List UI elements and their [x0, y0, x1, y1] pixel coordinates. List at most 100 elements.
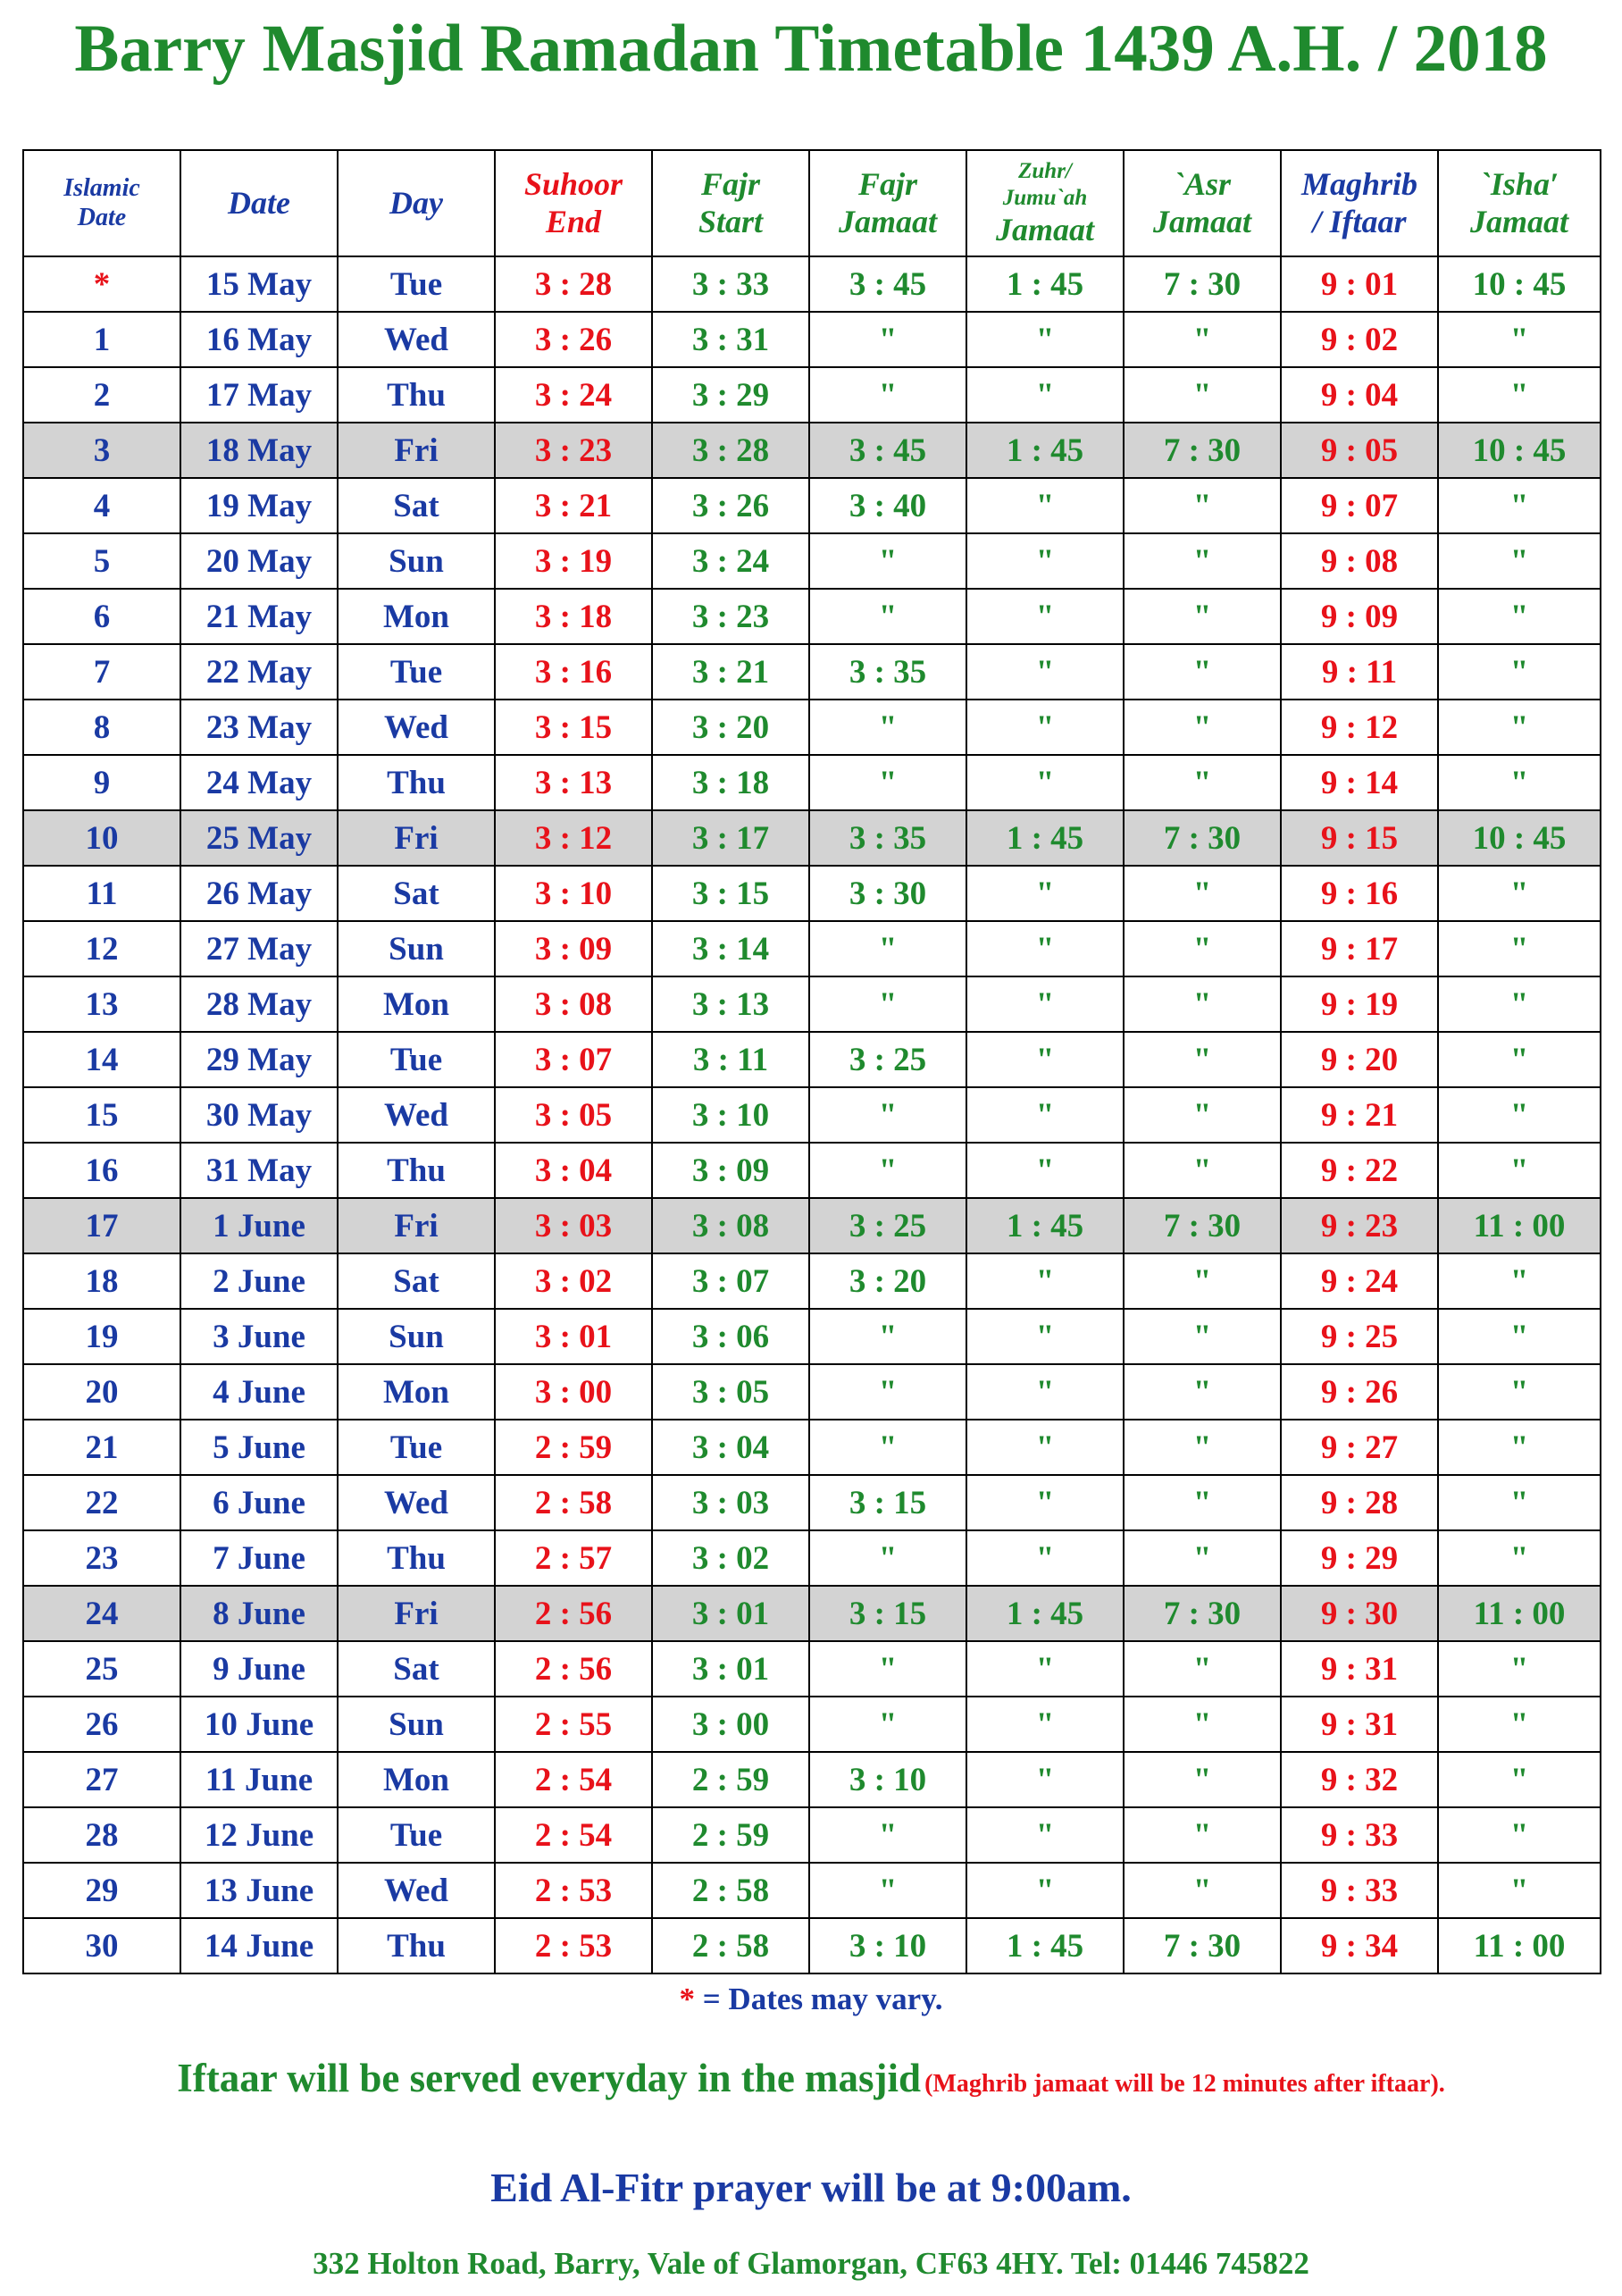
table-cell: 17 May — [180, 366, 339, 423]
table-cell: 9 : 15 — [1280, 809, 1439, 867]
table-cell: 28 — [22, 1806, 181, 1864]
table-row: 5 20 May Sun 3 : 19 3 : 24 " " " 9 : 08 " — [22, 532, 1601, 590]
table-cell: Mon — [337, 976, 496, 1033]
table-cell: 27 — [22, 1751, 181, 1808]
table-cell: " — [1437, 532, 1601, 590]
table-cell: 3 : 06 — [651, 1308, 810, 1365]
table-cell: 3 : 19 — [494, 532, 653, 590]
table-cell: 28 May — [180, 976, 339, 1033]
table-cell: " — [966, 311, 1125, 368]
table-row: 13 28 May Mon 3 : 08 3 : 13 " " " 9 : 19 " — [22, 976, 1601, 1033]
table-row: 21 5 June Tue 2 : 59 3 : 04 " " " 9 : 27 " — [22, 1419, 1601, 1476]
table-cell: " — [808, 366, 967, 423]
table-cell: 3 : 01 — [651, 1640, 810, 1697]
table-cell: Sun — [337, 1696, 496, 1753]
table-cell: 7 : 30 — [1123, 256, 1282, 313]
table-cell: 3 : 45 — [808, 256, 967, 313]
table-cell: 3 : 00 — [494, 1363, 653, 1420]
table-cell: " — [966, 920, 1125, 977]
iftaar-main: Iftaar will be served everyday in the ma… — [177, 2056, 922, 2100]
table-cell: Sat — [337, 1253, 496, 1310]
iftaar-notice: Iftaar will be served everyday in the ma… — [0, 2055, 1622, 2101]
header-line: Date — [77, 203, 127, 231]
table-cell: 29 May — [180, 1031, 339, 1088]
header-line: Maghrib — [1300, 166, 1418, 203]
table-cell: 2 : 59 — [651, 1751, 810, 1808]
table-cell: 26 May — [180, 865, 339, 922]
table-cell: " — [808, 1086, 967, 1144]
table-row: 30 14 June Thu 2 : 53 2 : 58 3 : 10 1 : 45 7 : … — [22, 1917, 1601, 1974]
timetable: Islamic Date Date Day Suhoor End Fajr Start Fajr… — [22, 149, 1601, 1974]
table-cell: " — [808, 920, 967, 977]
table-cell: 9 : 20 — [1280, 1031, 1439, 1088]
table-cell: " — [1437, 588, 1601, 645]
header-line: Jamaat — [1152, 203, 1251, 239]
table-row: 9 24 May Thu 3 : 13 3 : 18 " " " 9 : 14 " — [22, 754, 1601, 811]
table-cell: " — [808, 1640, 967, 1697]
table-cell: " — [966, 1529, 1125, 1587]
table-cell: 18 — [22, 1253, 181, 1310]
table-cell: 19 — [22, 1308, 181, 1365]
table-cell: 9 : 25 — [1280, 1308, 1439, 1365]
table-cell: 3 : 20 — [808, 1253, 967, 1310]
table-cell: 2 : 56 — [494, 1640, 653, 1697]
table-cell: 9 : 21 — [1280, 1086, 1439, 1144]
table-cell: " — [1437, 1474, 1601, 1531]
table-cell: * — [22, 256, 181, 313]
table-cell: 3 : 35 — [808, 809, 967, 867]
table-cell: Tue — [337, 1806, 496, 1864]
table-cell: " — [966, 1308, 1125, 1365]
table-cell: Sun — [337, 920, 496, 977]
table-cell: 3 : 40 — [808, 477, 967, 534]
table-cell: Wed — [337, 1474, 496, 1531]
table-cell: 3 : 29 — [651, 366, 810, 423]
table-cell: 15 May — [180, 256, 339, 313]
table-cell: 3 : 02 — [494, 1253, 653, 1310]
table-cell: 9 : 33 — [1280, 1806, 1439, 1864]
table-cell: " — [1123, 1086, 1282, 1144]
table-cell: " — [808, 699, 967, 756]
timetable-body: * 15 May Tue 3 : 28 3 : 33 3 : 45 1 : 45 7 : 30… — [22, 256, 1601, 1974]
table-cell: 9 : 08 — [1280, 532, 1439, 590]
table-cell: 13 June — [180, 1862, 339, 1919]
table-cell: " — [966, 643, 1125, 700]
table-cell: 3 : 07 — [494, 1031, 653, 1088]
table-row: 2 17 May Thu 3 : 24 3 : 29 " " " 9 : 04 " — [22, 366, 1601, 423]
table-cell: " — [966, 477, 1125, 534]
table-cell: 3 : 09 — [651, 1142, 810, 1199]
table-row: 23 7 June Thu 2 : 57 3 : 02 " " " 9 : 29 " — [22, 1529, 1601, 1587]
table-cell: " — [808, 1696, 967, 1753]
table-cell: 27 May — [180, 920, 339, 977]
table-cell: " — [1123, 588, 1282, 645]
table-cell: 3 : 04 — [494, 1142, 653, 1199]
table-cell: 3 : 10 — [651, 1086, 810, 1144]
eid-notice: Eid Al-Fitr prayer will be at 9:00am. — [490, 2165, 1132, 2210]
table-cell: 14 — [22, 1031, 181, 1088]
note-star: * — [679, 1982, 695, 2016]
table-cell: 7 : 30 — [1123, 422, 1282, 479]
dates-note: * = Dates may vary. — [0, 1982, 1622, 2017]
table-cell: 3 : 16 — [494, 643, 653, 700]
table-cell: 2 June — [180, 1253, 339, 1310]
table-cell: " — [1123, 699, 1282, 756]
table-cell: 9 : 27 — [1280, 1419, 1439, 1476]
table-cell: 3 : 25 — [808, 1197, 967, 1254]
header-line: Fajr — [857, 166, 918, 203]
table-cell: " — [1437, 1862, 1601, 1919]
table-cell: 3 : 30 — [808, 865, 967, 922]
table-cell: 4 — [22, 477, 181, 534]
header-line: Fajr — [700, 166, 761, 203]
header-line: Jamaat — [995, 211, 1094, 247]
table-cell: Fri — [337, 1585, 496, 1642]
header-line: Suhoor — [523, 166, 623, 203]
table-cell: 11 : 00 — [1437, 1917, 1601, 1974]
table-cell: 9 : 34 — [1280, 1917, 1439, 1974]
table-cell: 3 : 15 — [494, 699, 653, 756]
table-cell: " — [1123, 865, 1282, 922]
table-cell: 12 June — [180, 1806, 339, 1864]
table-row: 17 1 June Fri 3 : 03 3 : 08 3 : 25 1 : 45 7 : 3… — [22, 1197, 1601, 1254]
table-cell: 3 : 04 — [651, 1419, 810, 1476]
table-row: 27 11 June Mon 2 : 54 2 : 59 3 : 10 " " 9 : 32 " — [22, 1751, 1601, 1808]
table-cell: 3 : 02 — [651, 1529, 810, 1587]
table-cell: " — [1123, 1640, 1282, 1697]
